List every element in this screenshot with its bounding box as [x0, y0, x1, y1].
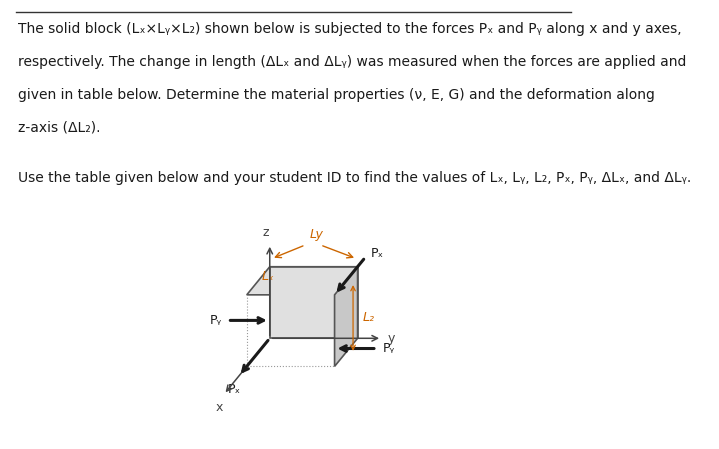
Text: given in table below. Determine the material properties (ν, E, G) and the deform: given in table below. Determine the mate… [18, 88, 654, 102]
Text: x: x [216, 401, 224, 414]
Text: z-axis (ΔL₂).: z-axis (ΔL₂). [18, 121, 100, 135]
Text: Lₓ: Lₓ [262, 270, 274, 283]
Text: respectively. The change in length (ΔLₓ and ΔLᵧ) was measured when the forces ar: respectively. The change in length (ΔLₓ … [18, 55, 686, 69]
Text: Pₓ: Pₓ [371, 247, 384, 260]
Text: Ly: Ly [310, 228, 324, 241]
Text: z: z [262, 226, 269, 239]
Text: L₂: L₂ [363, 312, 375, 325]
Text: Pₓ: Pₓ [227, 383, 240, 396]
Polygon shape [334, 267, 357, 366]
Text: Pᵧ: Pᵧ [209, 314, 221, 327]
Text: y: y [388, 332, 395, 345]
Text: Pᵧ: Pᵧ [383, 342, 395, 355]
Polygon shape [270, 267, 357, 338]
Text: The solid block (Lₓ×Lᵧ×L₂) shown below is subjected to the forces Pₓ and Pᵧ alon: The solid block (Lₓ×Lᵧ×L₂) shown below i… [18, 22, 682, 36]
Polygon shape [247, 267, 357, 295]
Text: Use the table given below and your student ID to find the values of Lₓ, Lᵧ, L₂, : Use the table given below and your stude… [18, 172, 691, 185]
